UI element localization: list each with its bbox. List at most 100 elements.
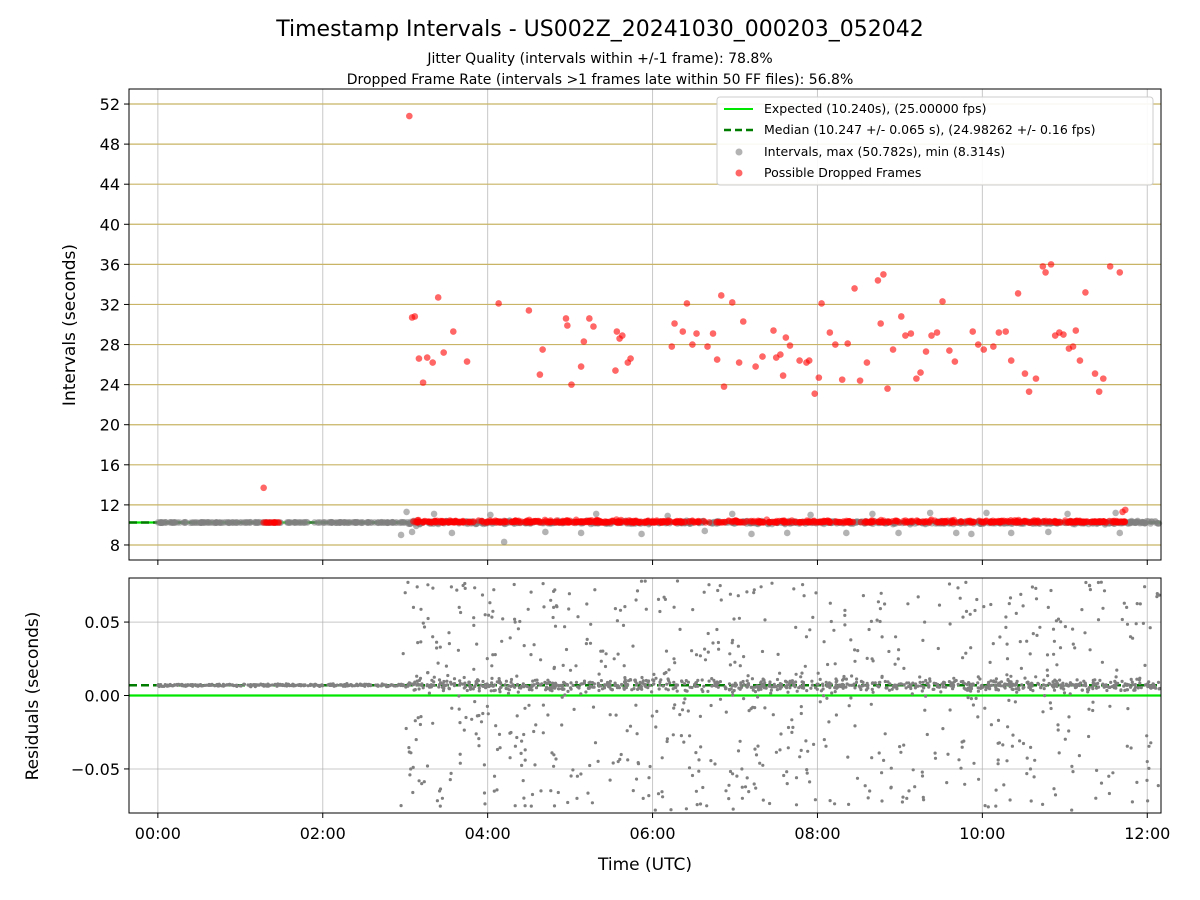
residual-point: [474, 732, 478, 736]
residual-point: [1075, 678, 1079, 682]
residual-point: [1087, 707, 1091, 711]
dropped-frame-point: [475, 517, 482, 524]
legend: Expected (10.240s), (25.00000 fps) Media…: [716, 96, 1154, 186]
dropped-frame-point: [1119, 518, 1127, 525]
residual-point: [175, 683, 180, 687]
residual-point: [936, 682, 940, 687]
residual-point: [457, 683, 462, 687]
residual-point: [900, 800, 905, 804]
residual-point: [408, 773, 412, 777]
residual-point: [756, 695, 760, 699]
residual-point: [481, 679, 485, 684]
residual-point-14: [534, 723, 538, 727]
interval-point-8: [542, 528, 549, 536]
residual-point: [865, 681, 869, 685]
residual-point: [634, 680, 638, 684]
residual-point: [833, 662, 837, 666]
interval-point-17: [807, 511, 814, 519]
residual-point: [491, 609, 495, 613]
residual-point: [996, 688, 1001, 692]
residual-point: [669, 808, 673, 812]
residual-point: [880, 771, 884, 775]
residual-point-9: [444, 664, 449, 668]
residual-point: [879, 591, 883, 595]
dropped-frame-point-105: [1106, 263, 1114, 270]
residual-point: [816, 671, 820, 675]
residual-point: [597, 684, 601, 688]
residual-point: [604, 652, 608, 656]
residual-point: [801, 683, 806, 687]
residual-point: [582, 681, 587, 685]
residual-point: [684, 807, 689, 811]
residual-point: [552, 804, 557, 808]
residual-point: [1088, 588, 1092, 592]
dropped-frame-point: [1029, 518, 1036, 526]
dropped-frame-point-34: [693, 330, 700, 337]
residual-point: [459, 610, 463, 615]
residual-point: [779, 732, 783, 736]
residual-point: [1053, 793, 1058, 797]
residual-point: [623, 605, 627, 609]
residual-point: [541, 703, 546, 707]
interval-point-9: [577, 529, 585, 537]
interval-point-27: [1064, 510, 1071, 518]
chart-title: Timestamp Intervals - US002Z_20241030_00…: [275, 17, 924, 42]
residual-point: [517, 686, 522, 690]
residual-point: [1021, 604, 1025, 608]
residual-point: [438, 645, 442, 649]
dropped-frame-point: [484, 518, 491, 525]
residual-point: [1041, 710, 1045, 714]
residual-point: [421, 686, 425, 690]
residual-point: [486, 712, 490, 716]
dropped-frame-point: [1065, 519, 1073, 526]
residual-point: [413, 719, 417, 723]
residual-point: [550, 751, 554, 755]
residuals-plot-frame: [128, 577, 1162, 814]
residual-point: [506, 691, 511, 695]
residual-point: [574, 680, 579, 685]
residual-point: [519, 751, 523, 756]
residual-point: [778, 671, 782, 675]
residual-point: [1122, 601, 1126, 605]
residual-point: [665, 737, 670, 741]
residual-point: [529, 590, 533, 594]
dropped-frame-point-77: [939, 298, 946, 305]
residual-point: [520, 763, 524, 768]
residual-point: [641, 679, 645, 683]
residual-point: [792, 587, 796, 591]
residual-point: [684, 679, 688, 683]
residual-point: [991, 642, 995, 646]
dropped-frame-point: [268, 519, 276, 526]
residual-point: [549, 598, 553, 602]
residual-point: [735, 774, 739, 778]
residual-point: [435, 799, 439, 803]
residual-point: [802, 594, 806, 598]
residual-point: [436, 661, 440, 665]
residual-point-10: [458, 752, 462, 756]
residual-point: [268, 683, 272, 687]
residual-point: [618, 757, 622, 762]
residual-point-42: [1107, 774, 1111, 778]
residual-point: [184, 683, 188, 687]
residual-point: [847, 704, 851, 708]
interval-point-24: [983, 509, 990, 517]
residual-point: [479, 720, 484, 724]
residual-point: [678, 713, 682, 717]
residual-point: [608, 685, 612, 689]
residual-point: [273, 682, 277, 687]
residual-point: [972, 761, 976, 765]
residual-point: [555, 605, 559, 609]
residual-point: [969, 697, 974, 701]
residual-point: [861, 594, 866, 598]
residual-point: [1058, 678, 1062, 682]
residual-point: [1111, 771, 1115, 775]
residual-point: [1148, 626, 1152, 630]
residual-point: [957, 758, 961, 762]
dropped-frame-point-106: [1116, 269, 1124, 276]
residual-point-18: [616, 759, 620, 764]
residual-point: [615, 619, 620, 623]
residual-point: [987, 683, 991, 687]
residual-point: [549, 789, 553, 793]
residual-point: [794, 680, 798, 684]
residual-point: [591, 705, 596, 709]
